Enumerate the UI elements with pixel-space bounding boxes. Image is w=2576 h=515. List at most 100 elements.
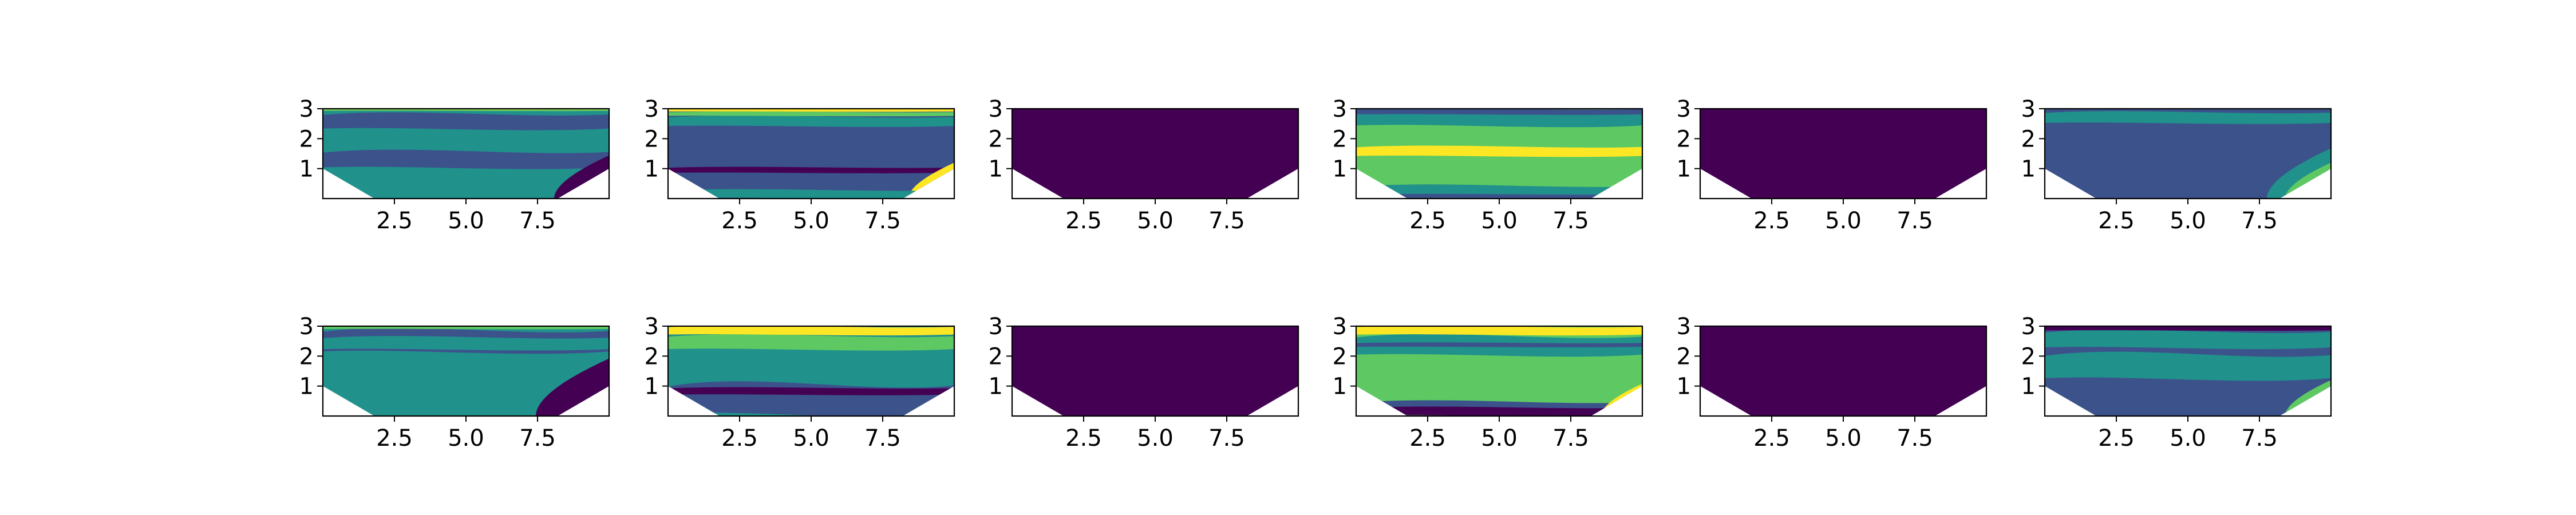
contour-field	[1700, 326, 1986, 416]
y-tick-label: 1	[1333, 156, 1347, 183]
x-tick-label: 7.5	[1897, 208, 1933, 234]
contour-level-6	[668, 189, 954, 199]
y-tick-label: 1	[645, 156, 659, 183]
y-tick-label: 2	[989, 343, 1003, 370]
subplot-r2-c4: 1 2 3 2.5 5.0 7.5	[1333, 314, 1643, 451]
contour-level-4	[668, 167, 954, 173]
x-tick-label: 5.0	[2170, 208, 2206, 234]
contour-field	[323, 109, 609, 199]
x-tick-label: 7.5	[1208, 208, 1245, 234]
x-tick-label: 2.5	[721, 425, 758, 451]
subplot-r2-c1: 1 2 3 2.5 5.0 7.5	[299, 314, 610, 451]
x-tick-label: 7.5	[1208, 425, 1245, 451]
contour-level-3	[668, 109, 954, 112]
y-tick-label: 3	[2021, 314, 2036, 340]
y-tick-label: 2	[1677, 126, 1691, 152]
contour-field	[1012, 109, 1298, 199]
x-tick-label: 5.0	[1137, 208, 1174, 234]
contour-field	[1356, 326, 1642, 416]
y-tick-label: 2	[2021, 126, 2036, 152]
x-tick-label: 5.0	[2170, 425, 2206, 451]
contour-level-2	[668, 387, 954, 395]
contour-level-4	[323, 326, 609, 330]
x-tick-label: 5.0	[1825, 208, 1862, 234]
contour-field	[668, 326, 954, 416]
x-tick-label: 5.0	[1825, 425, 1862, 451]
y-tick-label: 1	[299, 374, 314, 400]
x-tick-label: 2.5	[1409, 208, 1446, 234]
contour-level-2	[668, 111, 954, 117]
x-tick-label: 2.5	[376, 208, 413, 234]
y-tick-label: 1	[1333, 374, 1347, 400]
subplot-r2-c5: 1 2 3 2.5 5.0 7.5	[1677, 314, 1988, 451]
x-tick-label: 5.0	[1481, 425, 1518, 451]
contour-level-5	[1356, 193, 1642, 199]
y-tick-label: 3	[299, 96, 314, 122]
y-tick-label: 1	[989, 156, 1003, 183]
contour-level-0	[1012, 326, 1298, 416]
y-tick-label: 1	[1677, 156, 1691, 183]
contour-level-2	[1356, 342, 1642, 347]
y-tick-label: 3	[989, 96, 1003, 122]
y-tick-label: 3	[2021, 96, 2036, 122]
x-tick-label: 5.0	[448, 425, 484, 451]
y-tick-label: 3	[299, 314, 314, 340]
subplot-r1-c3: 1 2 3 2.5 5.0 7.5	[989, 96, 1299, 234]
subplot-r1-c1: 1 2 3 2.5 5.0 7.5	[299, 96, 610, 234]
x-tick-label: 7.5	[864, 208, 901, 234]
y-tick-label: 2	[299, 343, 314, 370]
x-tick-label: 7.5	[2241, 425, 2278, 451]
x-tick-label: 5.0	[1481, 208, 1518, 234]
y-tick-label: 3	[989, 314, 1003, 340]
x-tick-label: 7.5	[1897, 425, 1933, 451]
contour-level-5	[1356, 406, 1642, 416]
contour-level-0	[1700, 326, 1986, 416]
y-tick-label: 3	[1677, 96, 1691, 122]
contour-level-1	[323, 149, 609, 169]
contour-level-4	[668, 326, 954, 336]
x-tick-label: 2.5	[1065, 425, 1102, 451]
y-tick-label: 2	[1677, 343, 1691, 370]
y-tick-label: 2	[299, 126, 314, 152]
contour-field	[2045, 326, 2331, 416]
y-tick-label: 3	[1677, 314, 1691, 340]
y-tick-label: 1	[1677, 374, 1691, 400]
x-tick-label: 2.5	[376, 425, 413, 451]
y-tick-label: 3	[1333, 314, 1347, 340]
x-tick-label: 5.0	[1137, 425, 1174, 451]
y-tick-label: 1	[2021, 156, 2036, 183]
y-tick-label: 1	[299, 156, 314, 183]
y-tick-label: 3	[645, 314, 659, 340]
x-tick-label: 5.0	[793, 208, 829, 234]
y-tick-label: 3	[1333, 96, 1347, 122]
y-tick-label: 1	[989, 374, 1003, 400]
x-tick-label: 7.5	[519, 208, 556, 234]
subplot-r1-c4: 1 2 3 2.5 5.0 7.5	[1333, 96, 1643, 234]
contour-level-3	[668, 334, 954, 351]
x-tick-label: 2.5	[2098, 208, 2135, 234]
x-tick-label: 2.5	[1753, 208, 1790, 234]
contour-level-0	[1700, 109, 1986, 199]
x-tick-label: 2.5	[1753, 425, 1790, 451]
x-tick-label: 7.5	[519, 425, 556, 451]
contour-field	[668, 109, 954, 199]
contour-level-2	[1356, 109, 1642, 115]
y-tick-label: 2	[1333, 343, 1347, 370]
contour-level-1	[668, 116, 954, 127]
y-tick-label: 1	[645, 374, 659, 400]
contour-level-1	[2045, 351, 2331, 381]
contour-level-2	[323, 112, 609, 130]
x-tick-label: 2.5	[721, 208, 758, 234]
y-tick-label: 2	[2021, 343, 2036, 370]
contour-level-2	[2045, 330, 2331, 350]
x-tick-label: 7.5	[1552, 425, 1589, 451]
contour-level-3	[1356, 145, 1642, 157]
contour-level-1	[2045, 111, 2331, 124]
y-tick-label: 2	[1333, 126, 1347, 152]
subplot-r1-c2: 1 2 3 2.5 5.0 7.5	[645, 96, 955, 234]
contour-level-3	[2045, 326, 2331, 331]
x-tick-label: 2.5	[1409, 425, 1446, 451]
y-tick-label: 1	[2021, 374, 2036, 400]
x-tick-label: 7.5	[864, 425, 901, 451]
